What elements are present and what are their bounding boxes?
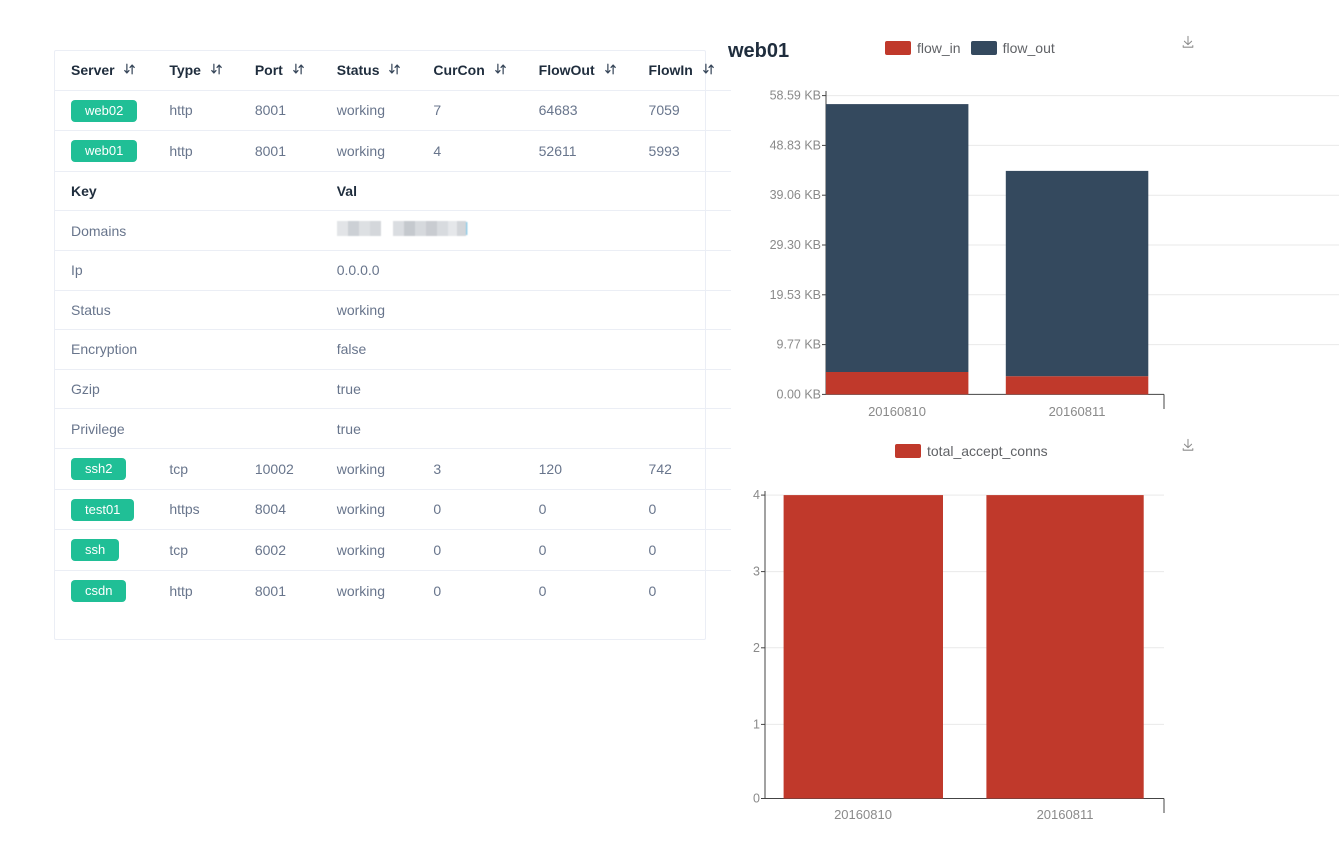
svg-text:48.83 KB: 48.83 KB	[770, 138, 821, 152]
svg-text:4: 4	[753, 490, 760, 502]
svg-text:0.00 KB: 0.00 KB	[777, 387, 821, 401]
svg-text:29.30 KB: 29.30 KB	[770, 238, 821, 252]
svg-text:39.06 KB: 39.06 KB	[770, 188, 821, 202]
svg-text:20160810: 20160810	[868, 404, 926, 419]
svg-text:20160811: 20160811	[1049, 404, 1106, 419]
svg-text:19.53 KB: 19.53 KB	[770, 288, 821, 302]
svg-text:2: 2	[753, 641, 760, 655]
svg-text:3: 3	[753, 565, 760, 579]
svg-text:1: 1	[753, 717, 760, 731]
svg-text:0: 0	[753, 792, 760, 806]
svg-text:9.77 KB: 9.77 KB	[777, 338, 821, 352]
svg-text:20160810: 20160810	[834, 807, 892, 822]
svg-text:20160811: 20160811	[1037, 807, 1094, 822]
svg-text:58.59 KB: 58.59 KB	[770, 90, 821, 103]
